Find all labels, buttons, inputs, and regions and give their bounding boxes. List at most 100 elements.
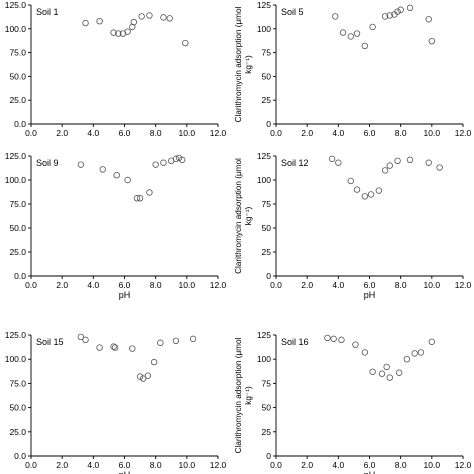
y-axis-title-line-1: Clarithromycin adsorption (μmol — [234, 6, 243, 122]
data-point — [375, 187, 383, 194]
y-tick-label: 50.0 — [9, 403, 26, 413]
data-point — [381, 13, 389, 20]
data-point — [369, 23, 376, 31]
y-tick-label: 50.0 — [9, 71, 26, 81]
data-point — [111, 344, 119, 351]
x-tick-label: 10.0 — [179, 460, 196, 470]
y-tick-label: 100 — [257, 24, 271, 34]
x-tick-label: 8.0 — [395, 128, 407, 138]
data-point — [124, 176, 131, 184]
data-point — [386, 162, 393, 169]
y-tick-label: 100 — [257, 354, 271, 364]
data-point — [152, 161, 159, 168]
data-point — [144, 372, 152, 379]
data-point — [166, 15, 173, 22]
x-tick-label: 0.0 — [25, 128, 37, 138]
x-tick-label: 0.0 — [270, 128, 282, 138]
panel-annotation: Soil 16 — [281, 337, 309, 347]
y-axis-title-line-1: Clarithromycin adsorption (μmol — [234, 158, 243, 274]
data-point — [139, 375, 147, 382]
x-tick-label: 12.0 — [210, 460, 227, 470]
y-tick-label: 125 — [257, 0, 271, 10]
data-point — [361, 349, 369, 356]
data-point — [136, 195, 144, 202]
data-point — [383, 363, 390, 371]
data-point — [403, 356, 411, 363]
data-point — [338, 336, 345, 344]
y-tick-label: 100 — [257, 175, 271, 185]
data-point — [411, 350, 418, 357]
data-point — [172, 155, 180, 163]
x-tick-label: 10.0 — [424, 280, 441, 290]
data-point — [361, 42, 369, 50]
data-point — [328, 155, 336, 163]
data-point — [347, 177, 354, 185]
x-tick-label: 0.0 — [270, 280, 282, 290]
x-tick-label: 0.0 — [25, 460, 37, 470]
y-tick-label: 75 — [262, 48, 272, 58]
data-point — [332, 13, 339, 20]
x-tick-label: 4.0 — [332, 280, 344, 290]
panel-annotation: Soil 12 — [281, 158, 309, 168]
x-tick-label: 2.0 — [301, 128, 313, 138]
y-tick-label: 25.0 — [9, 95, 26, 105]
data-point — [386, 374, 393, 381]
data-point — [335, 159, 342, 166]
x-axis-title: pH — [364, 290, 376, 300]
x-tick-label: 8.0 — [395, 460, 407, 470]
x-tick-label: 10.0 — [424, 128, 441, 138]
data-point — [96, 344, 103, 351]
data-point — [394, 8, 401, 15]
y-axis-title: Clarithromycin adsorption (μmolkg⁻¹) — [234, 158, 253, 274]
data-point — [386, 12, 393, 19]
data-point — [428, 37, 436, 45]
y-tick-label: 25.0 — [9, 247, 26, 257]
data-point — [395, 369, 403, 376]
data-point — [381, 167, 389, 174]
x-tick-label: 6.0 — [119, 460, 131, 470]
x-tick-label: 6.0 — [119, 128, 131, 138]
data-point — [160, 159, 167, 166]
x-tick-label: 6.0 — [364, 460, 376, 470]
y-tick-label: 125 — [257, 151, 271, 161]
data-point — [324, 334, 331, 342]
y-tick-label: 125 — [257, 330, 271, 340]
panel-5: 0.0 2.0 4.0 6.0 8.0 10.0 12.0 0.0 25.0 50.0 75.0 10… — [5, 330, 227, 474]
x-tick-label: 12.0 — [455, 460, 472, 470]
x-tick-label: 2.0 — [56, 128, 68, 138]
y-tick-label: 50.0 — [9, 223, 26, 233]
data-point — [124, 28, 131, 35]
y-tick-label: 25.0 — [9, 427, 26, 437]
y-tick-label: 50 — [262, 71, 272, 81]
y-tick-label: 25 — [262, 95, 272, 105]
y-axis-title-line-2: kg⁻¹) — [244, 207, 253, 226]
data-point — [150, 358, 158, 366]
y-axis-title-line-2: kg⁻¹) — [244, 386, 253, 405]
x-tick-label: 0.0 — [25, 280, 37, 290]
x-tick-label: 2.0 — [56, 460, 68, 470]
data-point — [82, 336, 89, 344]
y-tick-label: 50 — [262, 403, 272, 413]
data-point — [77, 161, 85, 168]
x-tick-label: 6.0 — [364, 128, 376, 138]
data-point — [406, 4, 414, 12]
data-point — [397, 6, 404, 13]
x-tick-label: 8.0 — [395, 280, 407, 290]
panel-6: 0.0 2.0 4.0 6.0 8.0 10.0 12.0 0 25 50 75 100 125 Soil… — [234, 330, 472, 474]
data-point — [110, 343, 117, 350]
x-tick-label: 8.0 — [150, 280, 162, 290]
y-tick-label: 0 — [266, 451, 271, 461]
x-tick-label: 2.0 — [301, 280, 313, 290]
data-point — [99, 166, 106, 173]
y-tick-label: 25 — [262, 247, 272, 257]
y-tick-label: 25 — [262, 427, 272, 437]
x-tick-label: 10.0 — [179, 280, 196, 290]
y-tick-label: 75.0 — [9, 48, 26, 58]
x-tick-label: 4.0 — [87, 128, 99, 138]
data-point — [339, 29, 347, 36]
y-tick-label: 0 — [266, 119, 271, 129]
data-point — [146, 12, 153, 19]
data-point — [129, 23, 136, 31]
y-tick-label: 0.0 — [14, 451, 26, 461]
x-axis-title: pH — [364, 470, 376, 474]
